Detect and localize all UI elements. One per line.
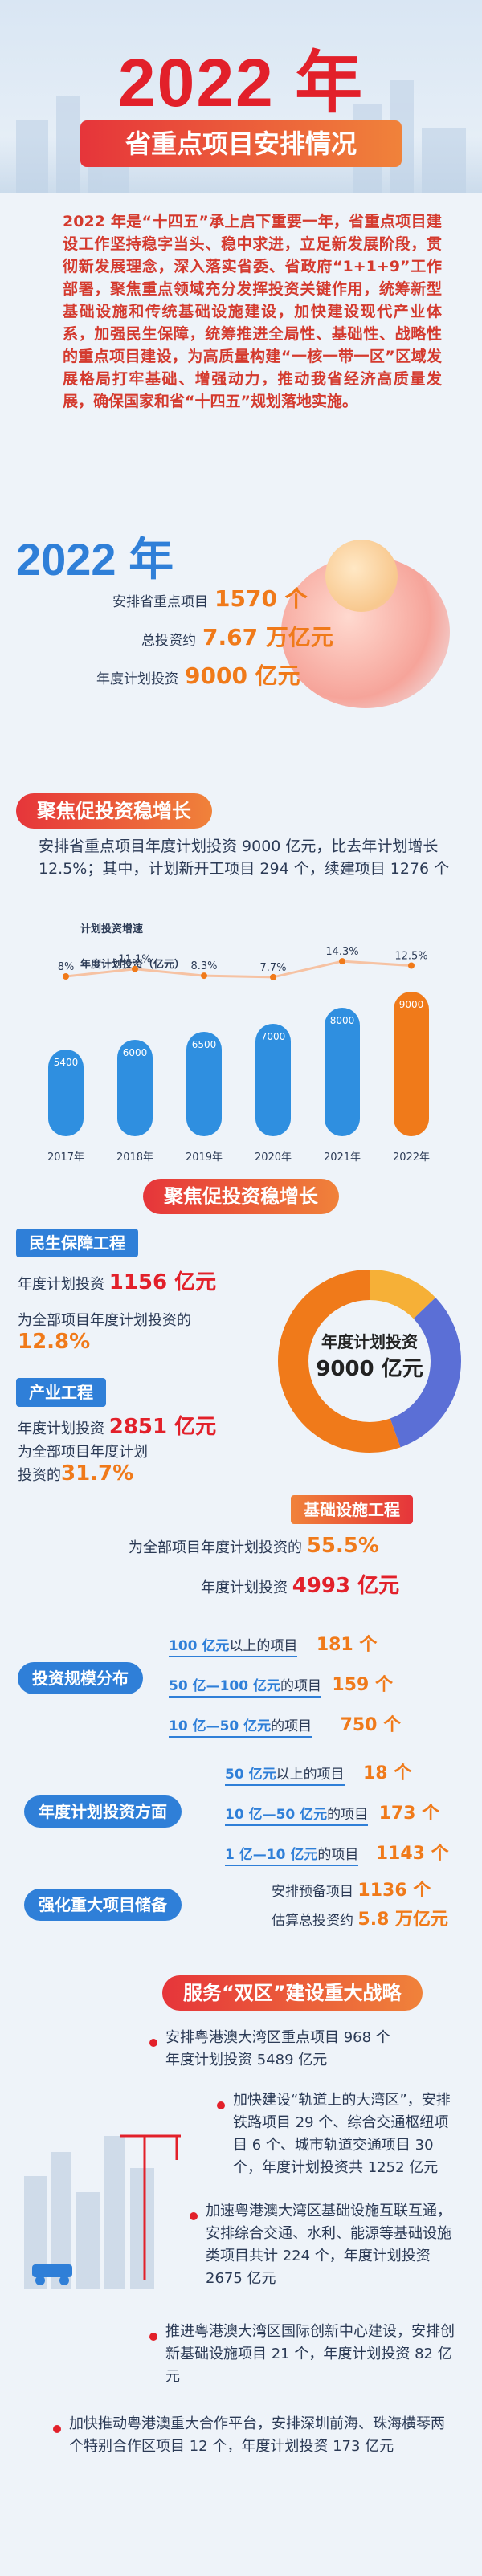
scale-item: 50 亿—100 亿元的项目 159 个 (169, 1670, 393, 1698)
bar-value-label: 6000 (123, 1047, 148, 1058)
annual-item: 10 亿—50 亿元的项目 173 个 (225, 1799, 439, 1826)
growth-point (201, 972, 207, 980)
tag-industry: 产业工程 (16, 1378, 106, 1407)
chart-bar (48, 1050, 84, 1136)
minsheng-share: 为全部项目年度计划投资的 12.8% (18, 1312, 191, 1354)
annual-item: 1 亿—10 亿元的项目 1143 个 (225, 1839, 449, 1866)
stat-total-investment: 总投资约 7.67 万亿元 (141, 624, 333, 650)
growth-label: 8.3% (190, 960, 217, 972)
growth-label: 8% (58, 961, 75, 973)
section3-item: 加速粤港澳大湾区基础设施互联互通，安排综合交通、水利、能源等基础设施类项目共计 … (206, 2203, 451, 2287)
tag-minsheng: 民生保障工程 (16, 1229, 138, 1257)
tag-infra: 基础设施工程 (291, 1495, 413, 1524)
growth-point (408, 962, 415, 969)
subtitle-banner: 省重点项目安排情况 (80, 120, 402, 167)
section3-item: 加快建设“轨道上的大湾区”，安排铁路项目 29 个、综合交通枢纽项目 6 个、城… (233, 2092, 451, 2176)
legend-growth: 计划投资增速 (80, 923, 143, 935)
growth-point (132, 965, 138, 972)
infra-share: 为全部项目年度计划投资的 55.5% (129, 1534, 379, 1558)
growth-line (65, 960, 412, 979)
x-tick-label: 2020年 (255, 1151, 292, 1164)
industry-invest: 年度计划投资 2851 亿元 (18, 1415, 217, 1439)
growth-label: 7.7% (259, 962, 286, 974)
growth-point (339, 958, 345, 965)
section3-item: 推进粤港澳大湾区国际创新中心建设，安排创新基础设施项目 21 个，年度计划投资 … (165, 2323, 455, 2385)
growth-point (63, 973, 69, 980)
growth-label: 11.1% (118, 954, 151, 966)
x-tick-label: 2018年 (116, 1151, 153, 1164)
chart-bar (186, 1032, 222, 1136)
section3-item: 加快推动粤港澳重大合作平台，安排深圳前海、珠海横琴两个特别合作区项目 12 个，… (69, 2415, 445, 2455)
bullet (217, 2101, 225, 2109)
donut-value: 9000 亿元 (316, 1357, 423, 1381)
tag-annual-investment: 年度计划投资方面 (24, 1795, 182, 1828)
bullet (53, 2425, 61, 2433)
bar-value-label: 6500 (192, 1039, 217, 1050)
industry-share: 为全部项目年度计划 投资的31.7% (18, 1444, 148, 1486)
section2-title: 聚焦促投资稳增长 (143, 1179, 339, 1214)
x-tick-label: 2019年 (186, 1151, 223, 1164)
reserve-item: 估算总投资约 5.8 万亿元 (272, 1910, 449, 1930)
page-title: 2022 年 (117, 45, 365, 120)
page-subtitle: 省重点项目安排情况 (125, 128, 357, 159)
chart-bar (117, 1040, 153, 1136)
chart-bar (325, 1008, 360, 1136)
donut-label: 年度计划投资 (321, 1332, 418, 1351)
construction-illustration (24, 2134, 181, 2289)
bar-value-label: 7000 (261, 1031, 286, 1042)
hero-banner: 2022 年 省重点项目安排情况 (0, 0, 482, 193)
tag-project-reserve: 强化重大项目储备 (24, 1889, 182, 1921)
bar-value-label: 5400 (54, 1057, 79, 1068)
intro-paragraph: 2022 年是“十四五”承上启下重要一年，省重点项目建设工作坚持稳字当头、稳中求… (63, 213, 442, 410)
stat-projects: 安排省重点项目 1570 个 (112, 585, 308, 612)
donut-segment (278, 1270, 461, 1453)
annual-item: 50 亿元以上的项目 18 个 (225, 1759, 411, 1786)
investment-donut-chart (278, 1270, 461, 1453)
section1-paragraph: 安排省重点项目年度计划投资 9000 亿元，比去年计划增长 12.5%；其中，计… (39, 838, 450, 878)
donut-center: 年度计划投资 9000 亿元 (273, 1329, 466, 1382)
minsheng-invest: 年度计划投资 1156 亿元 (18, 1270, 217, 1294)
summary-block: 2022 年 安排省重点项目 1570 个 总投资约 7.67 万亿元 年度计划投资… (16, 524, 466, 708)
growth-label: 14.3% (325, 946, 358, 958)
tag-scale-distribution: 投资规模分布 (18, 1662, 143, 1694)
decor-orb-small (325, 540, 398, 612)
chart-bar (255, 1024, 291, 1136)
x-tick-label: 2017年 (47, 1151, 84, 1164)
chart-bar (394, 992, 429, 1136)
bullet (149, 2333, 157, 2341)
section3-item: 安排粤港澳大湾区重点项目 968 个 年度计划投资 5489 亿元 (165, 2029, 390, 2069)
donut-segment (278, 1270, 461, 1453)
bar-value-label: 9000 (399, 999, 424, 1010)
x-tick-label: 2021年 (324, 1151, 361, 1164)
investment-chart: 计划投资增速 年度计划投资（亿元） 5400 2017年 8% 6000 2018年 11… (47, 923, 430, 1164)
bullet (190, 2212, 198, 2220)
section1-title: 聚焦促投资稳增长 (16, 793, 212, 829)
scale-item: 10 亿—50 亿元的项目 750 个 (169, 1710, 401, 1738)
bullet (149, 2039, 157, 2047)
growth-label: 12.5% (394, 951, 427, 963)
summary-year: 2022 年 (16, 534, 174, 585)
scale-item: 100 亿元以上的项目 181 个 (169, 1630, 377, 1657)
x-tick-label: 2022年 (393, 1151, 430, 1164)
reserve-item: 安排预备项目 1136 个 (272, 1881, 431, 1901)
growth-point (270, 973, 276, 980)
legend-annual: 年度计划投资（亿元） (80, 958, 185, 971)
section3-title: 服务“双区”建设重大战略 (162, 1975, 423, 2011)
bar-value-label: 8000 (330, 1015, 355, 1026)
stat-annual-investment: 年度计划投资 9000 亿元 (96, 662, 300, 689)
infra-invest: 年度计划投资 4993 亿元 (201, 1574, 400, 1598)
